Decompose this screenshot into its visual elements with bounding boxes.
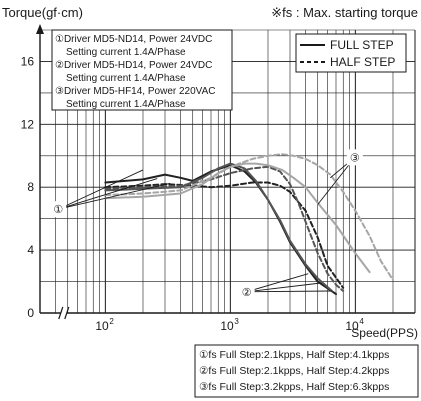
series-line-s3-half [104, 153, 394, 281]
x-tick-label: 10 4 [345, 317, 364, 333]
legend-half-step: HALF STEP [330, 55, 395, 69]
callout-bg [50, 201, 67, 218]
callout-leader [246, 282, 320, 293]
fs-line-2: ②fs Full Step:2.1kpps, Half Step:4.2kpps [199, 365, 389, 377]
axis-break-mark [64, 306, 70, 320]
axis-break-mark [58, 306, 64, 320]
x-tick-base: 10 [345, 319, 359, 333]
legend-full-step: FULL STEP [330, 38, 394, 52]
fs-line-1: ①fs Full Step:2.1kpps, Half Step:4.1kpps [199, 349, 389, 361]
y-tick-label: 4 [27, 243, 34, 257]
callout-leader [246, 290, 332, 293]
x-tick-base: 10 [220, 319, 234, 333]
callout-leader [58, 169, 144, 210]
drivers-line-5: ③Driver MD5-HF14, Power 220VAC [55, 86, 216, 97]
legend: FULL STEP HALF STEP [295, 33, 407, 73]
drivers-info-box: ①Driver MD5-ND14, Power 24VDC Setting cu… [51, 29, 233, 111]
drivers-line-2: Setting current 1.4A/Phase [66, 47, 186, 58]
y-axis-arrow [36, 24, 44, 34]
callout-leader [58, 182, 171, 210]
series-line-s2-half [104, 165, 345, 292]
y-tick-label: 16 [21, 54, 35, 68]
y-tick-label: 12 [21, 117, 35, 131]
callout-leader [58, 178, 158, 210]
y-tick-label: 8 [27, 180, 34, 194]
drivers-line-4: Setting current 1.4A/Phase [66, 73, 186, 84]
x-tick-label: 10 2 [95, 317, 114, 333]
x-tick-exponent: 4 [359, 317, 364, 326]
x-tick-exponent: 2 [109, 317, 114, 326]
x-tick-base: 10 [95, 319, 109, 333]
drivers-box-frame [51, 29, 233, 111]
series-line-s1-half [104, 181, 345, 289]
legend-frame [295, 33, 407, 73]
callout-bg [346, 149, 363, 166]
series-line-s3-full [104, 162, 371, 274]
fs-info-box: ①fs Full Step:2.1kpps, Half Step:4.1kpps… [194, 344, 419, 398]
callout-leader [246, 273, 309, 293]
callouts: ① ② ③ [50, 149, 363, 300]
drivers-line-6: Setting current 1.4A/Phase [66, 99, 186, 110]
fs-line-3: ③fs Full Step:3.2kpps, Half Step:6.3kpps [199, 381, 389, 393]
x-axis-label: Speed(PPS) [351, 326, 418, 340]
x-tick-exponent: 3 [234, 317, 239, 326]
drivers-line-3: ②Driver MD5-HD14, Power 24VDC [55, 60, 212, 71]
chart-note: ※fs : Max. starting torque [271, 5, 418, 20]
series-group [104, 153, 394, 296]
axis-break-gap [60, 306, 67, 320]
x-tick-label: 10 3 [220, 317, 239, 333]
y-axis-label: Torque(gf·cm) [2, 5, 83, 20]
fs-box-frame [194, 344, 419, 398]
callout-bg [238, 283, 255, 300]
callout-label: ① [53, 204, 63, 216]
callout-label: ② [242, 287, 252, 299]
callout-label: ③ [350, 152, 360, 164]
drivers-line-1: ①Driver MD5-ND14, Power 24VDC [55, 34, 212, 45]
series-line-s2-full [104, 162, 333, 292]
y-tick-label: 0 [27, 306, 34, 320]
